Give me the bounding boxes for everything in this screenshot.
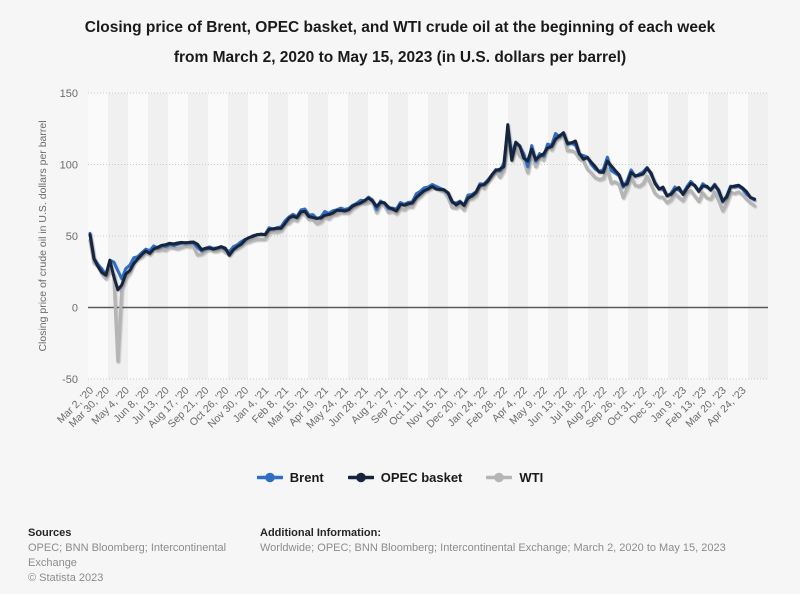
- series-line-opec-basket: [88, 123, 756, 292]
- y-axis-tick-label: 0: [72, 303, 78, 315]
- sources-block: Sources OPEC; BNN Bloomberg; Intercontin…: [28, 526, 248, 586]
- chart-title-line1: Closing price of Brent, OPEC basket, and…: [84, 19, 716, 36]
- legend-label-wti: WTI: [519, 470, 544, 485]
- legend-item-opec-basket[interactable]: OPEC basket: [347, 470, 463, 485]
- legend-item-wti[interactable]: WTI: [486, 470, 543, 485]
- legend-label-opec-basket: OPEC basket: [380, 470, 463, 485]
- brent-legend-marker-icon: [256, 472, 283, 483]
- copyright-text: © Statista 2023: [28, 572, 104, 584]
- oil-price-line-chart: 150 100 50 0 -50 Closing price of crude oil i…: [37, 88, 768, 431]
- y-axis-tick-label: 50: [66, 231, 78, 243]
- additional-info-text: Worldwide; OPEC; BNN Bloomberg; Intercon…: [260, 542, 726, 554]
- y-axis-tick-label: 100: [60, 160, 78, 172]
- y-axis-tick-label: -50: [62, 374, 78, 386]
- y-axis-title: Closing price of crude oil in U.S. dolla…: [37, 120, 49, 351]
- y-axis-tick-label: 150: [60, 88, 78, 100]
- sources-text: OPEC; BNN Bloomberg; Intercontinental Ex…: [28, 542, 227, 569]
- sources-label: Sources: [28, 527, 72, 539]
- additional-info-block: Additional Information: Worldwide; OPEC;…: [260, 526, 790, 556]
- legend: Brent OPEC basket WTI: [0, 470, 800, 485]
- legend-label-brent: Brent: [289, 470, 324, 485]
- chart-title: Closing price of Brent, OPEC basket, and…: [0, 13, 800, 73]
- series-line-wti: [88, 132, 757, 363]
- chart-title-line2: from March 2, 2020 to May 15, 2023 (in U…: [173, 49, 627, 66]
- additional-info-label: Additional Information:: [260, 527, 381, 539]
- legend-item-brent[interactable]: Brent: [256, 470, 324, 485]
- wti-legend-marker-icon: [486, 472, 513, 483]
- opec-basket-legend-marker-icon: [347, 472, 374, 483]
